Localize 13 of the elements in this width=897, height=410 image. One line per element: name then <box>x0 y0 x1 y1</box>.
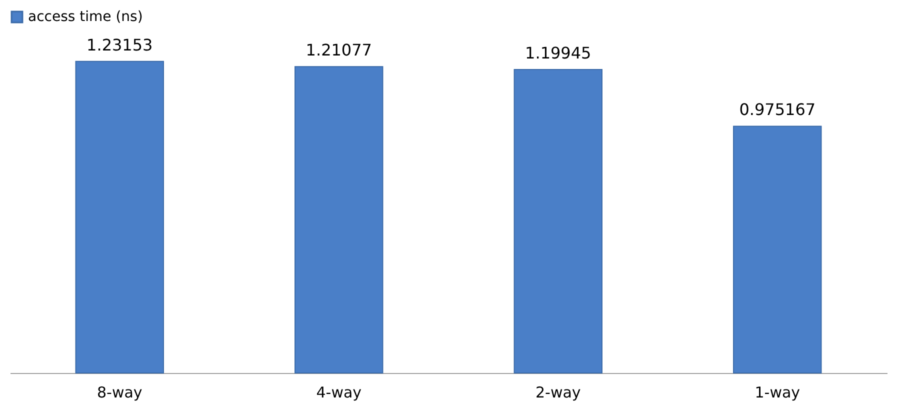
data-label: 0.975167 <box>739 100 816 120</box>
bar <box>294 66 384 374</box>
bar <box>514 68 602 374</box>
data-label: 1.23153 <box>86 35 153 54</box>
data-label: 1.19945 <box>525 43 592 62</box>
data-label: 1.21077 <box>306 40 372 60</box>
x-tick-label: 1-way <box>754 384 800 402</box>
bar <box>75 60 164 374</box>
x-tick-label: 8-way <box>96 384 142 402</box>
x-tick-label: 4-way <box>316 384 362 402</box>
x-tick-label: 2-way <box>535 384 581 402</box>
bar <box>733 126 822 374</box>
legend-label: access time (ns) <box>28 9 143 25</box>
